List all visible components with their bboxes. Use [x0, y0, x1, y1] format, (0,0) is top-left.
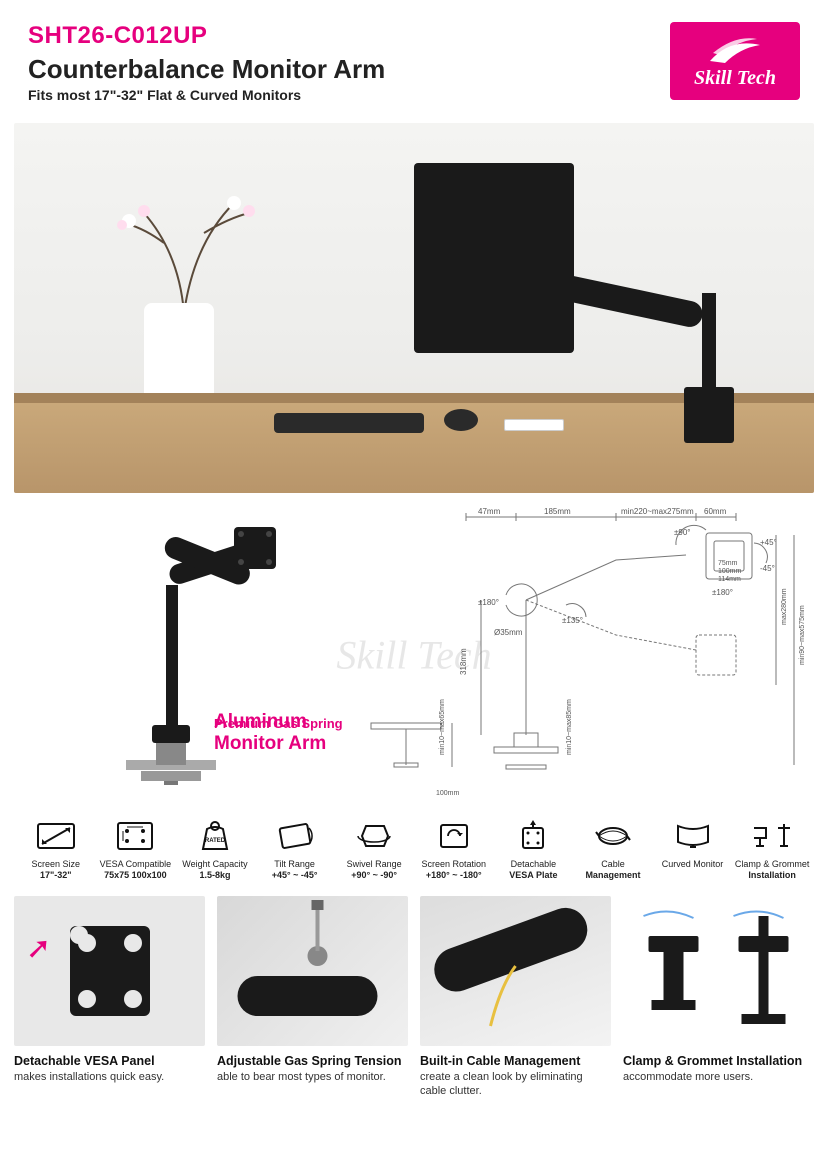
svg-text:min10~max85mm: min10~max85mm — [566, 699, 573, 755]
sku: SHT26-C012UP — [28, 22, 670, 50]
feature-desc: able to bear most types of monitor. — [217, 1070, 408, 1084]
clamp-grommet-icon — [750, 817, 794, 855]
spec-row: Screen Size 17"-32" VESA Compatible 75x7… — [0, 805, 828, 888]
feature-image: ➚ — [14, 896, 205, 1046]
feature-vesa-panel: ➚ Detachable VESA Panel makes installati… — [14, 896, 205, 1099]
brand-swoosh-icon — [705, 33, 765, 69]
svg-text:75mm: 75mm — [718, 560, 738, 567]
svg-text:318mm: 318mm — [459, 648, 468, 675]
hero-image — [14, 123, 814, 493]
technical-drawing-icon: 47mm 185mm min220~max275mm 60mm ±90° +45… — [358, 505, 814, 805]
header: SHT26-C012UP Counterbalance Monitor Arm … — [0, 0, 828, 113]
technical-drawing: 47mm 185mm min220~max275mm 60mm ±90° +45… — [358, 505, 814, 805]
spec-screen-size: Screen Size 17"-32" — [18, 817, 94, 882]
feature-cable-mgmt: Built-in Cable Management create a clean… — [420, 896, 611, 1099]
svg-text:min220~max275mm: min220~max275mm — [621, 507, 694, 516]
feature-image — [217, 896, 408, 1046]
feature-title: Built-in Cable Management — [420, 1054, 611, 1068]
swivel-icon — [352, 817, 396, 855]
svg-text:-45°: -45° — [760, 564, 775, 573]
arm-base — [684, 387, 734, 443]
vesa-icon — [113, 817, 157, 855]
svg-text:min10~max65mm: min10~max65mm — [439, 699, 446, 755]
spec-cable: Cable Management — [575, 817, 651, 882]
arm-pole — [702, 293, 716, 393]
detachable-plate-icon — [511, 817, 555, 855]
feature-title: Detachable VESA Panel — [14, 1054, 205, 1068]
svg-text:100mm: 100mm — [436, 790, 460, 797]
title-block: SHT26-C012UP Counterbalance Monitor Arm … — [28, 22, 670, 103]
svg-text:60mm: 60mm — [704, 507, 727, 516]
clamp-install-icon — [623, 896, 814, 1046]
svg-text:min90~max575mm: min90~max575mm — [799, 605, 806, 665]
feature-clamp-grommet: Clamp & Grommet Installation accommodate… — [623, 896, 814, 1099]
branch-decoration-icon — [84, 173, 284, 313]
rotation-icon — [432, 817, 476, 855]
feature-desc: makes installations quick easy. — [14, 1070, 205, 1084]
svg-text:100mm: 100mm — [718, 568, 742, 575]
monitor-prop — [414, 163, 574, 353]
feature-image — [420, 896, 611, 1046]
curved-monitor-icon — [671, 817, 715, 855]
cable-icon — [591, 817, 635, 855]
feature-title: Clamp & Grommet Installation — [623, 1054, 814, 1068]
subtitle: Fits most 17"-32" Flat & Curved Monitors — [28, 87, 670, 103]
svg-text:RATED: RATED — [205, 838, 226, 844]
svg-text:+45°: +45° — [760, 538, 777, 547]
svg-text:47mm: 47mm — [478, 507, 501, 516]
screen-size-icon — [34, 817, 78, 855]
svg-text:±180°: ±180° — [712, 588, 733, 597]
premium-title: Aluminum Monitor Arm — [214, 711, 358, 755]
gas-spring-icon — [217, 896, 408, 1046]
svg-text:Ø35mm: Ø35mm — [494, 628, 523, 637]
feature-desc: accommodate more users. — [623, 1070, 814, 1084]
feature-image — [623, 896, 814, 1046]
arrow-icon: ➚ — [26, 931, 51, 966]
tilt-icon — [273, 817, 317, 855]
keyboard-prop — [274, 413, 424, 433]
cable-mgmt-icon — [420, 896, 611, 1046]
brand-name: Skill Tech — [694, 67, 776, 90]
svg-text:±90°: ±90° — [674, 528, 691, 537]
feature-row: ➚ Detachable VESA Panel makes installati… — [0, 888, 828, 1099]
mid-section: Skill Tech Premium Gas Spring Aluminum M… — [14, 505, 814, 805]
spec-rotation: Screen Rotation +180° ~ -180° — [416, 817, 492, 882]
spec-swivel: Swivel Range +90° ~ -90° — [336, 817, 412, 882]
feature-desc: create a clean look by eliminating cable… — [420, 1070, 611, 1099]
svg-text:max280mm: max280mm — [781, 588, 788, 625]
spec-vesa: VESA Compatible 75x75 100x100 — [98, 817, 174, 882]
spec-tilt: Tilt Range +45° ~ -45° — [257, 817, 333, 882]
spec-curved: Curved Monitor — [655, 817, 731, 882]
feature-gas-spring: Adjustable Gas Spring Tension able to be… — [217, 896, 408, 1099]
product-render: Premium Gas Spring Aluminum Monitor Arm — [14, 505, 358, 805]
product-name: Counterbalance Monitor Arm — [28, 54, 670, 85]
svg-text:±135°: ±135° — [562, 616, 583, 625]
svg-text:114mm: 114mm — [718, 576, 741, 583]
phone-prop — [504, 419, 564, 431]
svg-text:185mm: 185mm — [544, 507, 571, 516]
feature-title: Adjustable Gas Spring Tension — [217, 1054, 408, 1068]
spec-weight: RATED Weight Capacity 1.5-8kg — [177, 817, 253, 882]
spec-clamp-grommet: Clamp & Grommet Installation — [734, 817, 810, 882]
mouse-prop — [444, 409, 478, 431]
spec-detachable: Detachable VESA Plate — [496, 817, 572, 882]
brand-logo: Skill Tech — [670, 22, 800, 100]
weight-icon: RATED — [193, 817, 237, 855]
